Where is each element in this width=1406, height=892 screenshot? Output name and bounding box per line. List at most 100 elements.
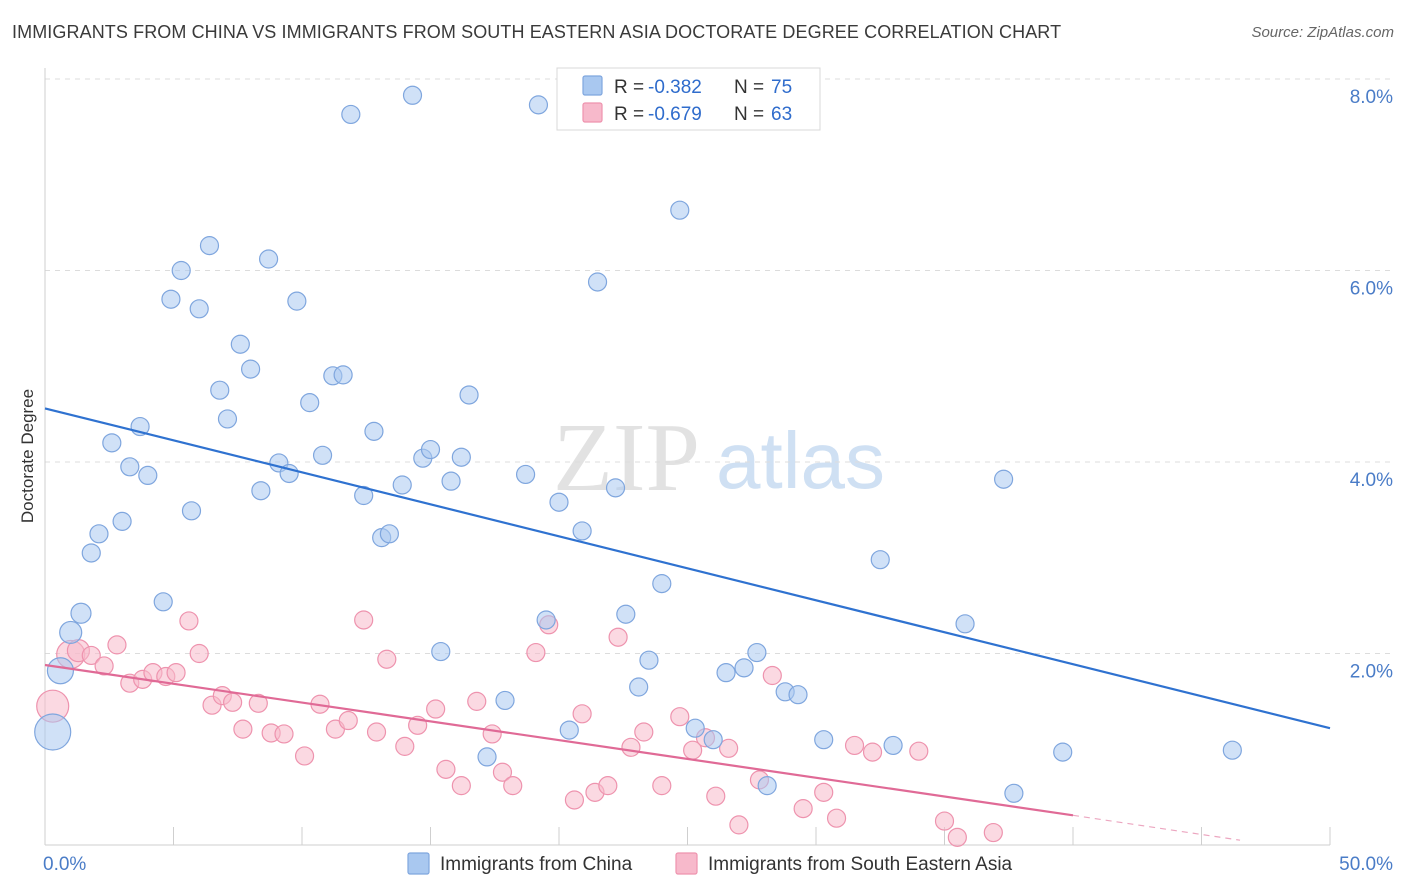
sea-point-5 bbox=[107, 635, 127, 655]
sea-point-49 bbox=[706, 786, 726, 806]
legend-n-value-sea: 63 bbox=[771, 104, 792, 125]
china-point-14 bbox=[181, 501, 202, 521]
watermark-atlas: atlas bbox=[716, 416, 885, 505]
china-point-21 bbox=[251, 481, 271, 501]
bottom-legend-swatch-sea bbox=[675, 852, 698, 875]
sea-point-15 bbox=[223, 692, 243, 712]
y-axis-label: Doctorate Degree bbox=[18, 389, 37, 523]
china-point-65 bbox=[788, 685, 808, 705]
china-point-48 bbox=[549, 492, 569, 512]
sea-point-16 bbox=[233, 719, 253, 739]
china-point-54 bbox=[629, 677, 649, 697]
china-point-18 bbox=[217, 409, 238, 429]
china-point-46 bbox=[528, 95, 549, 115]
china-point-34 bbox=[379, 524, 399, 544]
sea-point-29 bbox=[426, 699, 446, 719]
sea-point-57 bbox=[844, 735, 865, 756]
sea-point-56 bbox=[826, 808, 847, 828]
china-point-51 bbox=[587, 272, 608, 292]
china-point-59 bbox=[703, 730, 723, 750]
china-point-43 bbox=[477, 747, 497, 767]
watermark-zip: ZIP bbox=[553, 404, 700, 512]
sea-point-26 bbox=[377, 649, 397, 669]
china-point-16 bbox=[199, 236, 220, 256]
china-point-53 bbox=[616, 604, 636, 624]
sea-point-62 bbox=[983, 822, 1003, 843]
legend-swatch-china bbox=[582, 75, 603, 96]
sea-point-46 bbox=[670, 707, 690, 727]
china-point-22 bbox=[258, 249, 279, 269]
sea-point-10 bbox=[166, 663, 186, 683]
china-point-68 bbox=[870, 550, 890, 570]
sea-point-61 bbox=[947, 827, 967, 847]
legend-r-value-china: -0.382 bbox=[648, 77, 702, 98]
trend-lines bbox=[44, 407, 1331, 841]
china-point-45 bbox=[515, 464, 536, 485]
y-tick-label-1: 4.0% bbox=[1350, 470, 1393, 491]
sea-point-12 bbox=[189, 643, 209, 664]
legend-n-label-china: N = bbox=[734, 77, 764, 98]
legend-n-label-sea: N = bbox=[734, 104, 764, 125]
china-point-38 bbox=[420, 439, 441, 460]
source-credit: Source: ZipAtlas.com bbox=[1251, 24, 1394, 41]
sea-point-60 bbox=[934, 811, 955, 831]
sea-point-55 bbox=[814, 782, 834, 802]
china-point-5 bbox=[89, 524, 109, 544]
sea-point-44 bbox=[634, 722, 654, 742]
china-point-44 bbox=[495, 690, 515, 711]
sea-point-58 bbox=[862, 742, 883, 762]
sea-point-27 bbox=[395, 736, 415, 756]
china-point-7 bbox=[112, 511, 132, 531]
sea-point-45 bbox=[652, 776, 672, 796]
watermark: ZIP atlas bbox=[553, 404, 885, 512]
china-point-71 bbox=[994, 469, 1014, 489]
legend-r-value-sea: -0.679 bbox=[648, 104, 702, 125]
china-point-19 bbox=[230, 334, 250, 354]
sea-point-54 bbox=[793, 799, 813, 819]
sea-point-50 bbox=[719, 738, 739, 758]
sea-point-59 bbox=[909, 741, 929, 761]
china-point-6 bbox=[102, 433, 122, 453]
bottom-legend: Immigrants from China Immigrants from So… bbox=[407, 852, 1013, 875]
china-point-20 bbox=[241, 359, 261, 379]
china-point-47 bbox=[536, 610, 556, 630]
china-points bbox=[34, 77, 1242, 803]
sea-point-4 bbox=[94, 656, 114, 676]
bottom-legend-label-china: Immigrants from China bbox=[440, 854, 633, 875]
china-point-62 bbox=[747, 642, 767, 663]
china-point-36 bbox=[402, 85, 423, 105]
sea-trend-line-extension bbox=[1072, 814, 1241, 841]
sea-point-23 bbox=[338, 710, 358, 731]
china-point-42 bbox=[459, 385, 479, 405]
china-point-70 bbox=[955, 614, 975, 634]
china-point-60 bbox=[716, 663, 736, 683]
x-tick-label-1: 50.0% bbox=[1339, 854, 1393, 875]
china-point-40 bbox=[441, 471, 461, 491]
sea-point-33 bbox=[482, 724, 502, 744]
china-point-17 bbox=[210, 380, 230, 400]
china-point-15 bbox=[189, 299, 209, 319]
chart-title: IMMIGRANTS FROM CHINA VS IMMIGRANTS FROM… bbox=[12, 22, 1062, 42]
bottom-legend-label-sea: Immigrants from South Eastern Asia bbox=[708, 854, 1013, 875]
sea-point-30 bbox=[436, 759, 456, 779]
y-tick-labels: 2.0% 4.0% 6.0% 8.0% bbox=[1350, 87, 1393, 683]
china-point-25 bbox=[287, 291, 307, 311]
sea-point-39 bbox=[572, 704, 592, 724]
sea-points bbox=[36, 610, 1003, 847]
legend-n-value-china: 75 bbox=[771, 77, 792, 98]
china-point-31 bbox=[354, 485, 374, 506]
china-point-67 bbox=[814, 730, 834, 750]
y-tick-label-0: 2.0% bbox=[1350, 662, 1393, 683]
sea-point-31 bbox=[451, 776, 471, 796]
sea-point-53 bbox=[762, 665, 782, 686]
sea-point-24 bbox=[354, 610, 374, 630]
china-point-29 bbox=[333, 365, 353, 385]
y-tick-label-3: 8.0% bbox=[1350, 87, 1393, 108]
china-point-35 bbox=[392, 475, 412, 495]
china-point-58 bbox=[685, 718, 705, 738]
china-point-39 bbox=[431, 641, 451, 662]
china-point-0 bbox=[34, 713, 72, 751]
sea-point-20 bbox=[294, 746, 315, 766]
china-point-2 bbox=[59, 620, 83, 645]
